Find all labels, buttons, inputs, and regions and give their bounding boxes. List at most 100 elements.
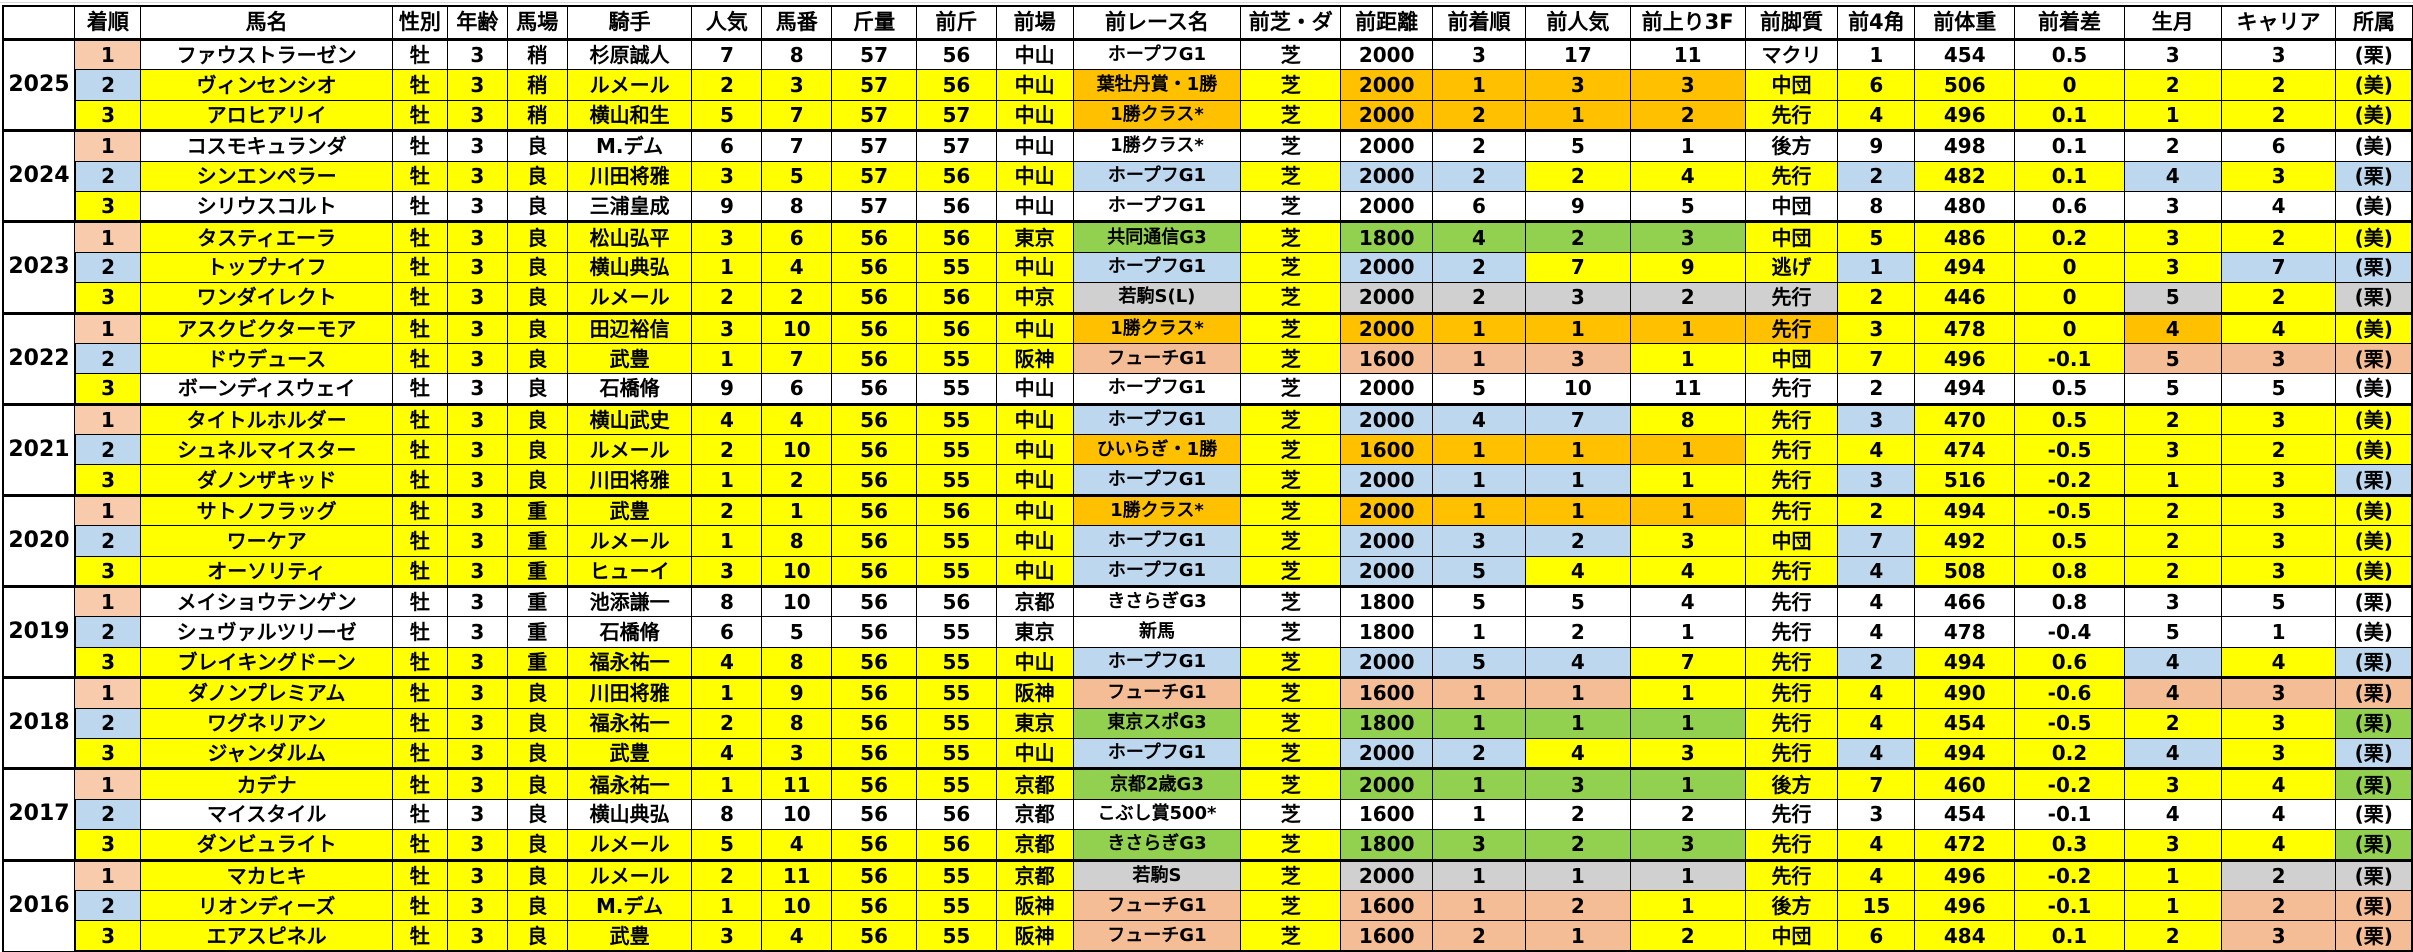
data-cell[interactable]: 55 xyxy=(915,889,997,922)
data-cell[interactable]: 牡 xyxy=(391,69,448,101)
data-cell[interactable]: (栗) xyxy=(2335,767,2413,800)
data-cell[interactable]: 武豊 xyxy=(566,493,693,527)
data-cell[interactable]: 55 xyxy=(915,646,997,679)
data-cell[interactable]: 0.3 xyxy=(2014,829,2125,861)
data-cell[interactable]: 2 xyxy=(761,464,833,496)
data-cell[interactable]: 牡 xyxy=(391,555,448,588)
header-cell-4[interactable]: 馬場 xyxy=(506,5,568,41)
data-cell[interactable]: 15 xyxy=(1837,889,1916,922)
data-cell[interactable]: 3 xyxy=(2220,555,2337,588)
data-cell[interactable]: 55 xyxy=(915,402,997,436)
data-cell[interactable]: 56 xyxy=(915,190,997,223)
data-cell[interactable]: 56 xyxy=(831,707,917,739)
data-cell[interactable]: 良 xyxy=(506,342,568,375)
data-cell[interactable]: 芝 xyxy=(1240,920,1342,952)
data-cell[interactable]: 9 xyxy=(691,190,763,223)
data-cell[interactable]: 1600 xyxy=(1340,342,1434,375)
data-cell[interactable]: (美) xyxy=(2335,402,2413,436)
data-cell[interactable]: 2 xyxy=(1432,160,1526,192)
data-cell[interactable]: 3 xyxy=(691,920,763,952)
data-cell[interactable]: 3 xyxy=(2123,767,2222,800)
data-cell[interactable]: 東京 xyxy=(995,616,1074,648)
data-cell[interactable]: 498 xyxy=(1914,129,2016,162)
data-cell[interactable]: 先行 xyxy=(1744,737,1839,770)
data-cell[interactable]: 1 xyxy=(691,251,763,284)
rank-cell[interactable]: 1 xyxy=(74,585,142,618)
horse-name-cell[interactable]: ワグネリアン xyxy=(140,707,393,739)
data-cell[interactable]: 1 xyxy=(1629,858,1746,891)
data-cell[interactable]: 1 xyxy=(2123,464,2222,496)
prev-race-cell[interactable]: ホープフG1 xyxy=(1072,737,1242,770)
data-cell[interactable]: 4 xyxy=(2123,798,2222,831)
data-cell[interactable]: 芝 xyxy=(1240,37,1342,71)
data-cell[interactable]: 56 xyxy=(915,69,997,101)
data-cell[interactable]: 454 xyxy=(1914,37,2016,71)
year-cell[interactable]: 2022 xyxy=(2,311,76,405)
data-cell[interactable]: ルメール xyxy=(566,829,693,861)
data-cell[interactable]: 3 xyxy=(446,282,508,314)
data-cell[interactable]: 8 xyxy=(761,37,833,71)
rank-cell[interactable]: 3 xyxy=(73,99,142,132)
data-cell[interactable]: ルメール xyxy=(566,434,693,466)
data-cell[interactable]: 3 xyxy=(446,616,508,648)
data-cell[interactable]: 牡 xyxy=(391,798,448,831)
horse-name-cell[interactable]: シリウスコルト xyxy=(140,190,393,223)
header-cell-8[interactable]: 斤量 xyxy=(831,5,917,41)
data-cell[interactable]: 京都 xyxy=(995,798,1074,831)
rank-cell[interactable]: 2 xyxy=(73,798,142,831)
data-cell[interactable]: 良 xyxy=(506,829,568,861)
data-cell[interactable]: 逃げ xyxy=(1744,251,1839,284)
data-cell[interactable]: 55 xyxy=(915,342,997,375)
data-cell[interactable]: 0.5 xyxy=(2014,373,2125,405)
data-cell[interactable]: 1 xyxy=(1524,920,1631,952)
data-cell[interactable]: 6 xyxy=(761,373,833,405)
data-cell[interactable]: 松山弘平 xyxy=(566,220,693,253)
header-cell-21[interactable]: 生月 xyxy=(2123,5,2222,41)
data-cell[interactable]: 1 xyxy=(1432,434,1526,466)
data-cell[interactable]: 56 xyxy=(831,282,917,314)
year-cell[interactable]: 2018 xyxy=(2,676,76,770)
data-cell[interactable]: 芝 xyxy=(1240,646,1342,679)
data-cell[interactable]: -0.4 xyxy=(2014,616,2125,648)
header-corner-cell[interactable] xyxy=(2,5,76,41)
data-cell[interactable]: 芝 xyxy=(1240,555,1342,588)
data-cell[interactable]: 494 xyxy=(1914,646,2016,679)
data-cell[interactable]: 3 xyxy=(2220,676,2337,709)
data-cell[interactable]: 55 xyxy=(915,434,997,466)
data-cell[interactable]: 2000 xyxy=(1340,646,1434,679)
data-cell[interactable]: 芝 xyxy=(1240,858,1342,891)
data-cell[interactable]: 9 xyxy=(691,373,763,405)
data-cell[interactable]: (栗) xyxy=(2335,889,2413,922)
prev-race-cell[interactable]: 京都2歳G3 xyxy=(1072,767,1242,800)
data-cell[interactable]: 2 xyxy=(2220,434,2337,466)
rank-cell[interactable]: 2 xyxy=(73,342,142,375)
data-cell[interactable]: 6 xyxy=(1837,69,1916,101)
data-cell[interactable]: 4 xyxy=(2220,829,2337,861)
data-cell[interactable]: 牡 xyxy=(391,737,448,770)
data-cell[interactable]: 56 xyxy=(915,829,997,861)
data-cell[interactable]: 7 xyxy=(691,37,763,71)
header-cell-19[interactable]: 前体重 xyxy=(1914,5,2016,41)
data-cell[interactable]: 1 xyxy=(1524,434,1631,466)
rank-cell[interactable]: 3 xyxy=(73,282,142,314)
header-cell-10[interactable]: 前場 xyxy=(995,5,1074,41)
data-cell[interactable]: 牡 xyxy=(391,707,448,739)
data-cell[interactable]: 良 xyxy=(506,373,568,405)
data-cell[interactable]: 芝 xyxy=(1240,311,1342,344)
data-cell[interactable]: -0.2 xyxy=(2014,767,2125,800)
rank-cell[interactable]: 3 xyxy=(73,829,142,861)
prev-race-cell[interactable]: ホープフG1 xyxy=(1072,251,1242,284)
data-cell[interactable]: -0.6 xyxy=(2014,676,2125,709)
data-cell[interactable]: 56 xyxy=(831,585,917,618)
data-cell[interactable]: 8 xyxy=(761,525,833,557)
data-cell[interactable]: 56 xyxy=(831,220,917,253)
data-cell[interactable]: 良 xyxy=(506,737,568,770)
data-cell[interactable]: 10 xyxy=(761,585,833,618)
data-cell[interactable]: 4 xyxy=(2220,767,2337,800)
data-cell[interactable]: 480 xyxy=(1914,190,2016,223)
data-cell[interactable]: 0.1 xyxy=(2014,129,2125,162)
data-cell[interactable]: 重 xyxy=(506,616,568,648)
data-cell[interactable]: 5 xyxy=(2123,342,2222,375)
data-cell[interactable]: 2 xyxy=(2220,858,2337,891)
header-cell-23[interactable]: 所属 xyxy=(2335,5,2413,41)
